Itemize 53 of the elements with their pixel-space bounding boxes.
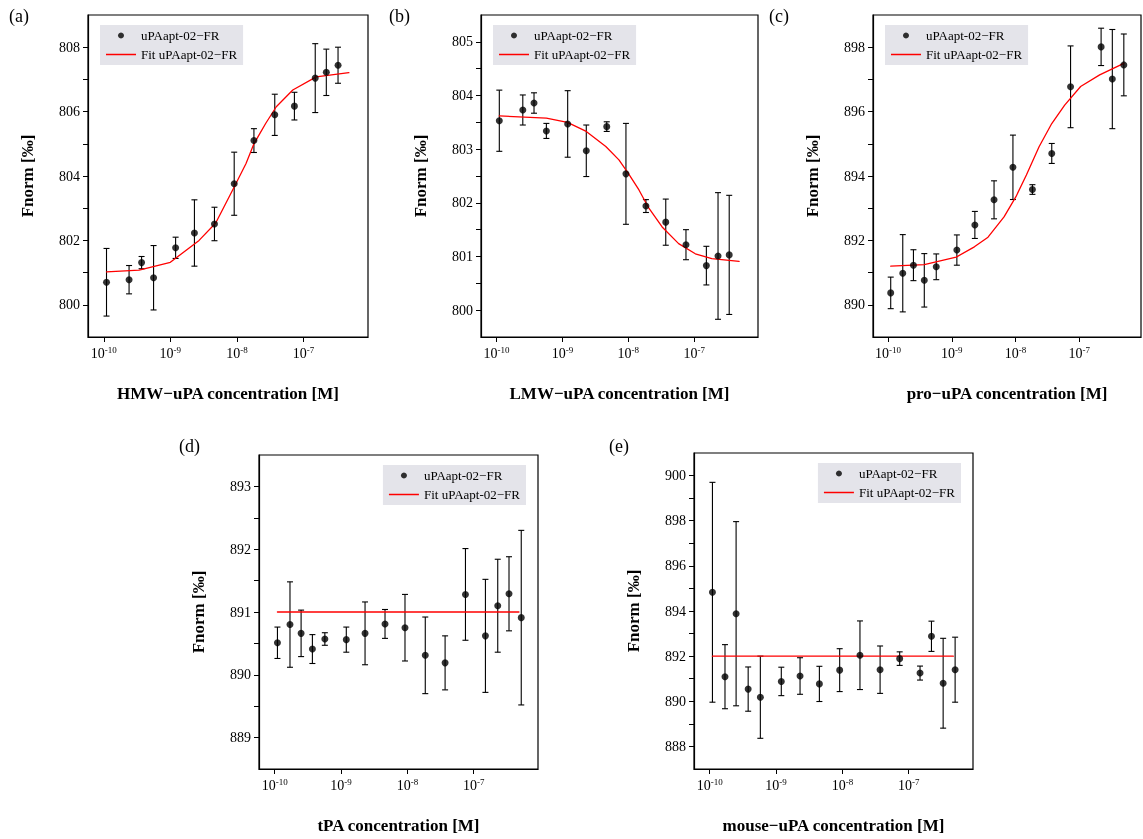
y-axis-title: Fnorm [‰] bbox=[624, 569, 643, 653]
legend-label: uPAapt-02−FR bbox=[926, 28, 1005, 43]
y-tick-label: 890 bbox=[230, 667, 251, 683]
y-tick-label: 896 bbox=[844, 104, 865, 120]
legend-label: Fit uPAapt-02−FR bbox=[926, 47, 1023, 62]
y-tick-label: 800 bbox=[452, 302, 473, 318]
y-tick-label: 888 bbox=[665, 738, 686, 754]
legend-label: uPAapt-02−FR bbox=[423, 468, 503, 483]
legend-label: uPAapt-02−FR bbox=[858, 466, 938, 481]
y-tick-label: 891 bbox=[230, 604, 251, 620]
chart-title: (d) bbox=[179, 436, 200, 457]
legend-label: uPAapt-02−FR bbox=[534, 28, 613, 43]
legend-label: Fit uPAapt-02−FR bbox=[858, 485, 956, 500]
x-axis-title: pro−uPA concentration [M] bbox=[906, 384, 1108, 403]
x-axis-title: mouse−uPA concentration [M] bbox=[722, 816, 945, 835]
y-tick-label: 890 bbox=[665, 693, 686, 709]
legend-label: Fit uPAapt-02−FR bbox=[423, 487, 521, 502]
y-tick-label: 893 bbox=[230, 478, 251, 494]
y-tick-label: 804 bbox=[452, 88, 473, 103]
y-tick-label: 805 bbox=[452, 34, 473, 50]
chart-title: (b) bbox=[389, 6, 410, 27]
y-tick-label: 802 bbox=[59, 232, 80, 248]
x-axis-title: tPA concentration [M] bbox=[317, 816, 480, 835]
y-axis-title: Fnorm [‰] bbox=[189, 570, 208, 654]
y-tick-label: 896 bbox=[665, 558, 686, 574]
y-tick-label: 803 bbox=[452, 141, 473, 157]
y-tick-label: 892 bbox=[230, 541, 251, 557]
y-axis-title: Fnorm [‰] bbox=[803, 134, 822, 218]
y-tick-label: 900 bbox=[665, 468, 686, 484]
y-axis-title: Fnorm [‰] bbox=[18, 134, 37, 218]
y-tick-label: 889 bbox=[230, 730, 251, 746]
y-tick-label: 800 bbox=[59, 297, 80, 313]
y-tick-label: 801 bbox=[452, 249, 473, 264]
y-tick-label: 894 bbox=[665, 603, 686, 619]
y-tick-label: 894 bbox=[844, 168, 865, 184]
y-tick-label: 892 bbox=[665, 648, 686, 664]
chart-title: (e) bbox=[609, 436, 629, 457]
legend-label: uPAapt-02−FR bbox=[141, 28, 220, 43]
y-axis-title: Fnorm [‰] bbox=[411, 134, 430, 218]
y-tick-label: 898 bbox=[844, 39, 865, 55]
y-tick-label: 802 bbox=[452, 195, 473, 211]
y-tick-label: 808 bbox=[59, 39, 80, 55]
chart-title: (a) bbox=[9, 6, 29, 27]
x-axis-title: HMW−uPA concentration [M] bbox=[117, 384, 339, 403]
y-tick-label: 804 bbox=[59, 168, 80, 184]
y-tick-label: 892 bbox=[844, 232, 865, 248]
legend-label: Fit uPAapt-02−FR bbox=[141, 47, 238, 62]
chart-title: (c) bbox=[769, 6, 789, 27]
y-tick-label: 890 bbox=[844, 297, 865, 313]
legend-label: Fit uPAapt-02−FR bbox=[534, 47, 631, 62]
x-axis-title: LMW−uPA concentration [M] bbox=[509, 384, 730, 403]
y-tick-label: 898 bbox=[665, 513, 686, 529]
y-tick-label: 806 bbox=[59, 104, 80, 120]
